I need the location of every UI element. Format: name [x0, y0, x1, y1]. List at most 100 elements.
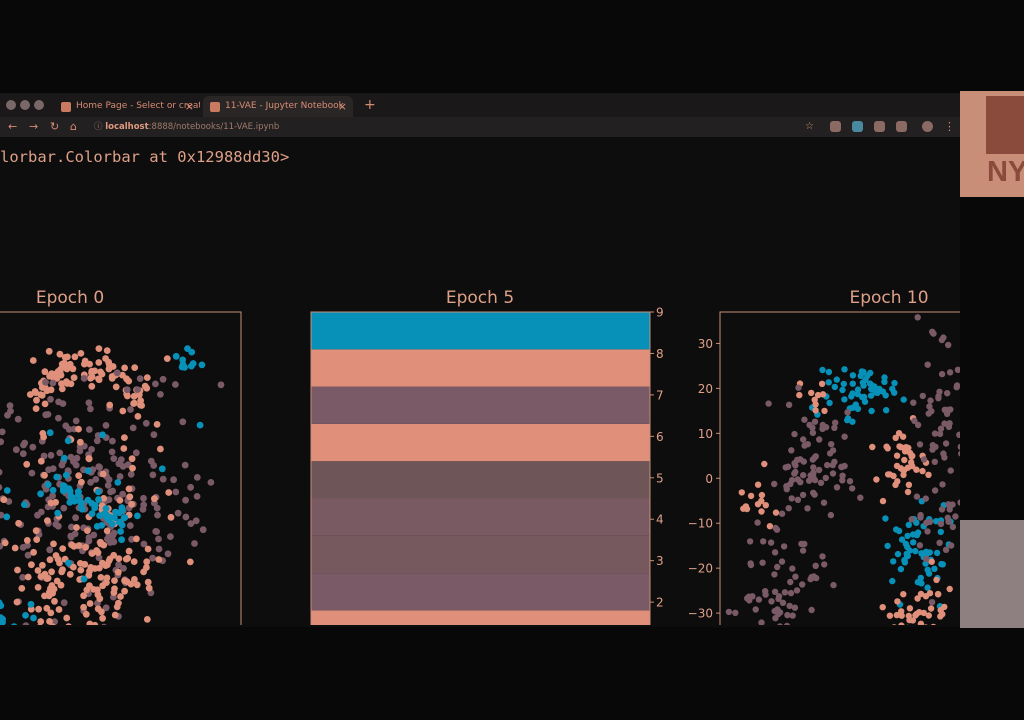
scatter-point [130, 399, 138, 407]
scatter-point [949, 501, 956, 508]
scatter-point [944, 390, 951, 397]
scatter-point [931, 430, 939, 437]
scatter-point [157, 391, 164, 398]
window-minimize-dot[interactable] [20, 100, 30, 110]
scatter-point [41, 471, 48, 479]
scatter-point [933, 549, 941, 557]
extension-icon[interactable] [896, 121, 907, 132]
scatter-point [893, 611, 900, 619]
reload-icon[interactable]: ↻ [50, 120, 60, 133]
scatter-point [191, 540, 198, 547]
scatter-point [117, 528, 124, 535]
scatter-point [860, 393, 868, 401]
scatter-point [931, 565, 938, 572]
scatter-point [87, 374, 94, 382]
extension-icon[interactable] [830, 121, 841, 132]
scatter-point [910, 399, 917, 406]
scatter-point [88, 382, 96, 390]
scatter-point [937, 520, 945, 528]
browser-menu-icon[interactable]: ⋮ [944, 120, 955, 133]
scatter-point [96, 595, 104, 603]
scatter-point [193, 493, 201, 500]
profile-avatar-icon[interactable] [922, 121, 933, 132]
tick-label: 7 [656, 388, 664, 402]
scatter-point [99, 470, 107, 478]
address-bar[interactable]: ⓘ localhost:8888/notebooks/11-VAE.ipynb [94, 122, 280, 132]
scatter-point [125, 547, 133, 555]
tab-home-page[interactable]: Home Page - Select or create a... × [54, 96, 200, 117]
scatter-point [86, 567, 93, 575]
window-zoom-dot[interactable] [34, 100, 44, 110]
tick-label: 10 [698, 427, 713, 441]
scatter-point [916, 441, 924, 448]
tab-notebook[interactable]: 11-VAE - Jupyter Notebook × [203, 96, 353, 117]
scatter-point [0, 468, 3, 476]
scatter-point [831, 383, 838, 391]
scatter-point [46, 372, 53, 380]
plot-title: Epoch 0 [36, 288, 104, 308]
scatter-point [98, 608, 105, 616]
scatter-point [111, 577, 118, 584]
forward-arrow-icon[interactable]: → [29, 120, 39, 133]
scatter-point [761, 460, 768, 468]
scatter-point [129, 464, 136, 472]
scatter-point [101, 623, 107, 625]
scatter-point [886, 471, 893, 478]
scatter-point [814, 391, 822, 399]
extension-icon[interactable] [852, 121, 863, 132]
scatter-point [924, 528, 931, 535]
scatter-point [820, 499, 828, 506]
scatter-point [52, 498, 59, 506]
color-band [311, 498, 650, 536]
scatter-point [27, 600, 35, 608]
scatter-point [189, 360, 197, 367]
scatter-point [868, 385, 875, 393]
scatter-point [118, 521, 126, 529]
scatter-point [85, 455, 93, 462]
bookmark-star-icon[interactable]: ☆ [805, 121, 814, 132]
scatter-point [128, 500, 136, 508]
scatter-point [758, 491, 766, 499]
scatter-point [784, 463, 792, 470]
scatter-point [771, 480, 778, 488]
scatter-point [179, 418, 187, 426]
scatter-point [159, 375, 167, 383]
scatter-point [812, 453, 819, 460]
scatter-point [948, 542, 955, 549]
scatter-point [771, 549, 779, 556]
scatter-point [87, 405, 94, 413]
scatter-point [939, 561, 946, 568]
scatter-point [937, 528, 944, 536]
close-tab-icon[interactable]: × [337, 100, 347, 113]
scatter-point [123, 386, 131, 394]
scatter-point [108, 374, 116, 382]
scatter-point [184, 345, 191, 352]
site-info-icon[interactable]: ⓘ [94, 122, 106, 132]
scatter-point [192, 517, 200, 525]
scatter-point [879, 604, 886, 611]
scatter-point [939, 481, 946, 488]
scatter-point [174, 509, 182, 517]
extension-icon[interactable] [874, 121, 885, 132]
scatter-point [61, 354, 69, 361]
scatter-point [822, 424, 830, 431]
scatter-point [46, 546, 54, 554]
new-tab-button[interactable]: + [364, 97, 376, 113]
scatter-point [827, 511, 835, 519]
window-close-dot[interactable] [6, 100, 16, 110]
scatter-point [96, 512, 103, 519]
scatter-point [772, 524, 779, 532]
scatter-point [114, 568, 122, 576]
scatter-point [72, 417, 80, 425]
scatter-point [894, 550, 902, 558]
scatter-point [895, 527, 903, 535]
scatter-point [144, 578, 152, 586]
home-icon[interactable]: ⌂ [70, 120, 77, 133]
close-tab-icon[interactable]: × [184, 100, 194, 113]
scatter-point [785, 401, 793, 408]
color-band [311, 312, 650, 350]
scatter-point [886, 612, 894, 619]
scatter-point [41, 592, 48, 600]
scatter-point [179, 356, 187, 364]
back-arrow-icon[interactable]: ← [8, 120, 18, 133]
